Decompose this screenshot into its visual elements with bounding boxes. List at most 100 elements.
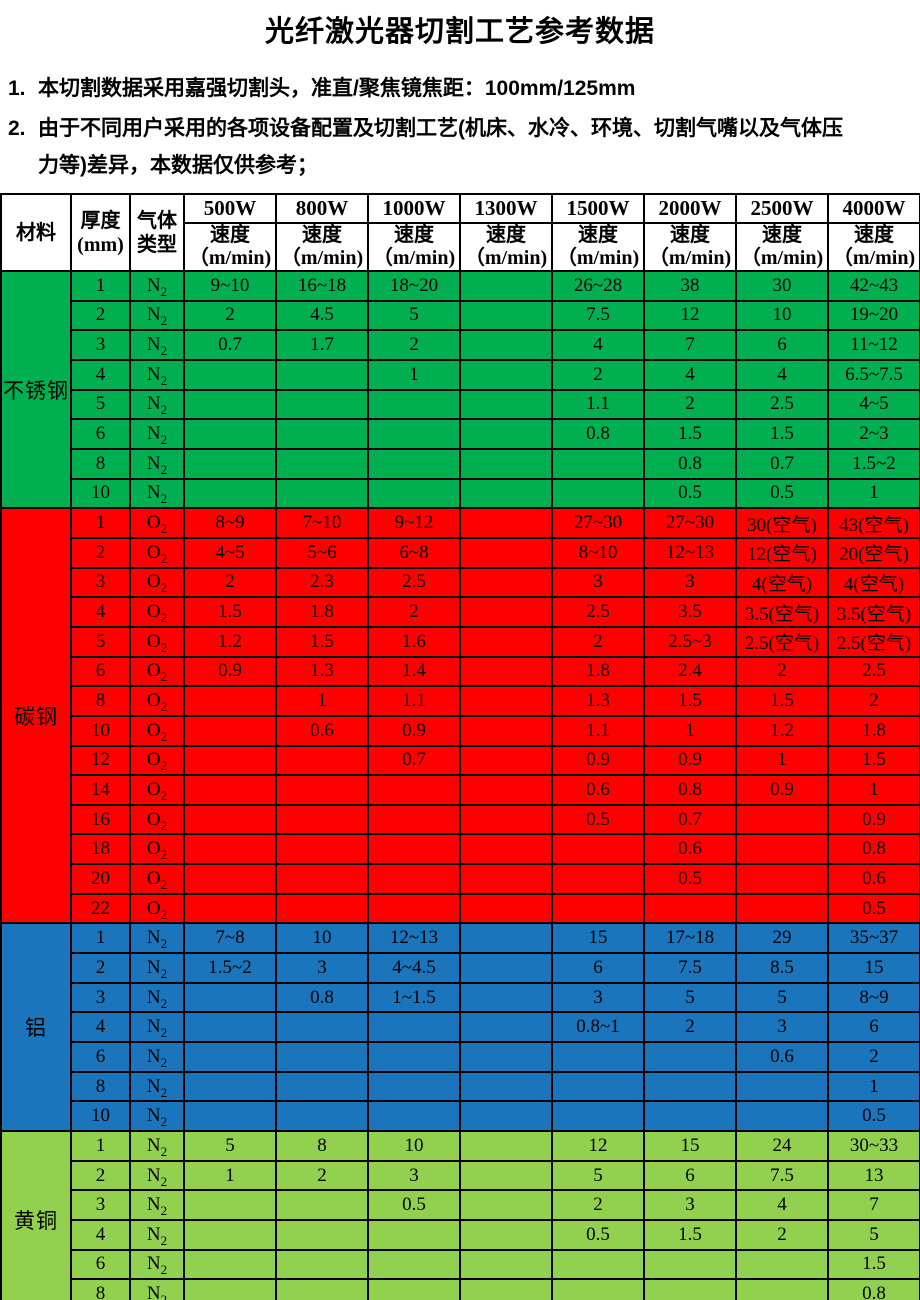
- speed-cell: [183, 1041, 277, 1073]
- speed-cell: 7.5: [643, 952, 737, 984]
- speed-cell: 18~20: [367, 270, 461, 302]
- thickness-cell: 18: [70, 833, 131, 866]
- speed-cell: 3.5(空气): [735, 596, 829, 628]
- thickness-cell: 20: [70, 863, 131, 895]
- thickness-cell: 16: [70, 803, 131, 836]
- speed-cell: 26~28: [551, 270, 645, 302]
- speed-cell: 0.5: [551, 1219, 645, 1251]
- thickness-cell: 4: [70, 358, 131, 391]
- speed-cell: 42~43: [827, 270, 920, 302]
- speed-cell: [735, 1278, 829, 1300]
- speed-cell: 4: [551, 329, 645, 361]
- speed-header-cell: 速度 （m/min): [183, 222, 277, 272]
- speed-cell: [183, 714, 277, 747]
- speed-cell: [459, 625, 553, 658]
- speed-cell: [643, 1248, 737, 1281]
- material-cell: 不锈钢: [0, 269, 72, 510]
- speed-cell: 7: [827, 1189, 920, 1221]
- gas-cell: O2: [129, 863, 185, 895]
- thickness-cell: 22: [70, 892, 131, 925]
- speed-cell: 4~5: [827, 388, 920, 421]
- speed-cell: 3: [643, 566, 737, 599]
- speed-cell: 2: [551, 358, 645, 391]
- note-2: 2. 由于不同用户采用的各项设备配置及切割工艺(机床、水冷、环境、切割气嘴以及气…: [8, 110, 914, 184]
- speed-cell: [275, 1189, 369, 1221]
- speed-cell: [735, 1070, 829, 1103]
- gas-cell: N2: [129, 388, 185, 421]
- table-row: 3 N2 0.8 1~1.5 3 5 5 8~9: [1, 981, 920, 1014]
- speed-cell: 1.5: [827, 744, 920, 777]
- gas-cell: O2: [129, 833, 185, 866]
- thickness-header-cell: 厚度 (mm): [70, 193, 131, 272]
- power-header-cell-2000W: 2000W: [643, 193, 737, 224]
- speed-header-cell: 速度 （m/min): [275, 222, 369, 272]
- table-row: 2 N2 2 4.5 5 7.5 12 10 19~20: [1, 299, 920, 332]
- speed-cell: 2: [551, 1189, 645, 1221]
- speed-cell: [459, 477, 553, 510]
- notes-block: 1. 本切割数据采用嘉强切割头，准直/聚焦镜焦距：100mm/125mm 2. …: [8, 70, 914, 184]
- speed-cell: [459, 329, 553, 361]
- gas-cell: N2: [129, 299, 185, 332]
- speed-cell: [459, 922, 553, 955]
- speed-header-cell: 速度 （m/min): [735, 222, 829, 272]
- thickness-cell: 4: [70, 1219, 131, 1251]
- speed-cell: [459, 1011, 553, 1044]
- power-header-cell-1000W: 1000W: [367, 193, 461, 224]
- speed-cell: 8: [275, 1130, 369, 1162]
- speed-cell: 5: [643, 981, 737, 1014]
- table-header: 材料 厚度 (mm) 气体 类型 500W 800W 1000W 1300W 1500W 2000W…: [0, 193, 920, 272]
- speed-cell: [275, 744, 369, 777]
- speed-cell: 7.5: [551, 299, 645, 332]
- thickness-cell: 1: [70, 507, 131, 539]
- thickness-cell: 3: [70, 1189, 131, 1221]
- speed-cell: [275, 833, 369, 866]
- speed-cell: 8~10: [551, 536, 645, 569]
- gas-cell: N2: [129, 922, 185, 955]
- speed-cell: 0.9: [827, 803, 920, 836]
- speed-cell: 27~30: [551, 507, 645, 539]
- speed-cell: 35~37: [827, 922, 920, 955]
- speed-cell: [459, 1159, 553, 1192]
- table-row: 2 N2 1 2 3 5 6 7.5 13: [1, 1159, 920, 1192]
- speed-cell: [367, 388, 461, 421]
- table-row: 2 N2 1.5~2 3 4~4.5 6 7.5 8.5 15: [1, 952, 920, 984]
- speed-cell: [275, 1278, 369, 1300]
- speed-cell: 0.6: [551, 774, 645, 806]
- speed-cell: [275, 477, 369, 510]
- table-row: 4 N2 0.8~1 2 3 6: [1, 1011, 920, 1044]
- speed-header-cell: 速度 （m/min): [643, 222, 737, 272]
- thickness-cell: 10: [70, 1100, 131, 1133]
- table-row: 10 N2 0.5 0.5 1: [1, 477, 920, 510]
- speed-cell: [459, 1219, 553, 1251]
- speed-cell: [183, 447, 277, 480]
- table-row: 2 O2 4~5 5~6 6~8 8~10 12~13 12(空气) 20(空气): [1, 536, 920, 569]
- gas-cell: O2: [129, 566, 185, 599]
- thickness-cell: 3: [70, 566, 131, 599]
- table-row: 4 N2 0.5 1.5 2 5: [1, 1219, 920, 1251]
- speed-cell: 1.1: [551, 388, 645, 421]
- speed-cell: 5: [367, 299, 461, 332]
- speed-cell: 1.6: [367, 625, 461, 658]
- material-cell: 黄铜: [0, 1130, 72, 1300]
- speed-cell: [367, 418, 461, 450]
- table-row: 铝 1 N2 7~8 10 12~13 15 17~18 29 35~37: [0, 922, 920, 1133]
- speed-cell: 2: [551, 625, 645, 658]
- thickness-cell: 2: [70, 1159, 131, 1192]
- speed-cell: [735, 833, 829, 866]
- speed-cell: 0.5: [551, 803, 645, 836]
- speed-cell: [183, 1278, 277, 1300]
- gas-cell: O2: [129, 714, 185, 747]
- gas-cell: N2: [129, 1219, 185, 1251]
- note-2-text: 由于不同用户采用的各项设备配置及切割工艺(机床、水冷、环境、切割气嘴以及气体压 …: [38, 110, 914, 184]
- speed-cell: [367, 1011, 461, 1044]
- speed-cell: [643, 1278, 737, 1300]
- table-row: 8 N2 0.8: [1, 1278, 920, 1300]
- speed-cell: [735, 1248, 829, 1281]
- speed-cell: 5~6: [275, 536, 369, 569]
- thickness-cell: 8: [70, 1278, 131, 1300]
- gas-cell: N2: [129, 447, 185, 480]
- thickness-cell: 5: [70, 625, 131, 658]
- speed-cell: 7: [643, 329, 737, 361]
- speed-cell: 3: [367, 1159, 461, 1192]
- gas-cell: N2: [129, 1189, 185, 1221]
